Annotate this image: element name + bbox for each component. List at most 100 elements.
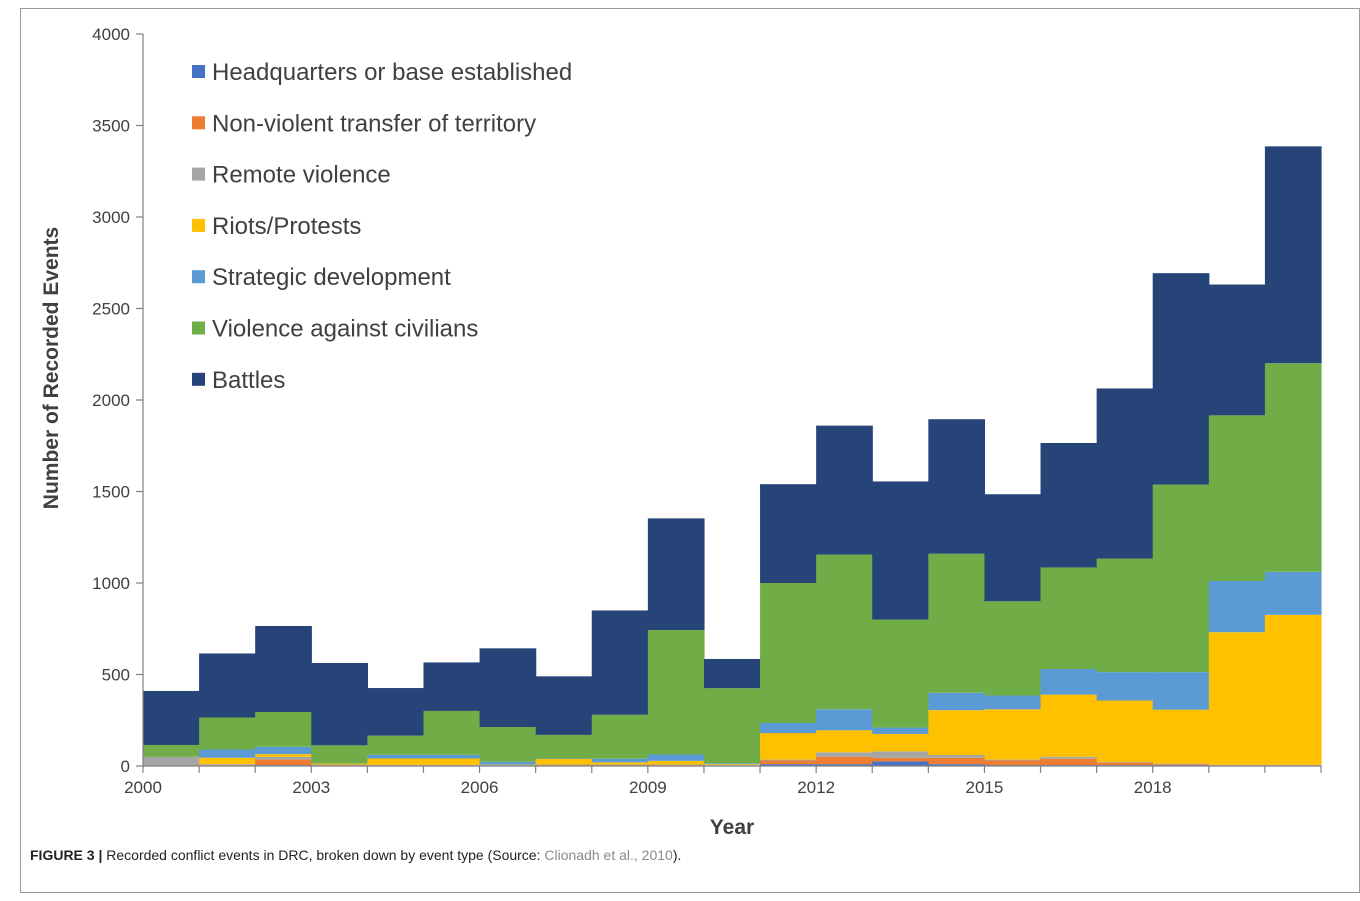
y-tick-label: 3500 [92, 117, 130, 136]
legend-swatch [192, 167, 205, 181]
bar-segment-2005-series-6 [423, 662, 481, 711]
legend-swatch [192, 116, 205, 130]
bar-segment-2017-series-3 [1096, 700, 1154, 762]
bar-segment-2002-series-2 [255, 756, 312, 760]
bar-segment-2004-series-5 [367, 735, 425, 755]
bar-segment-2006-series-4 [479, 761, 537, 765]
y-tick-label: 2500 [92, 300, 130, 319]
bar-segment-2020-series-6 [1264, 146, 1322, 364]
bar-segment-2002-series-4 [255, 746, 312, 755]
x-tick-label: 2018 [1134, 778, 1172, 797]
bar-segment-2012-series-5 [816, 554, 873, 710]
legend: Headquarters or base established Non-viol… [192, 59, 572, 394]
bar-segment-2003-series-6 [311, 662, 368, 746]
bar-segment-2016-series-2 [1040, 756, 1098, 759]
bar-segment-2010-series-6 [703, 658, 761, 689]
bar-segment-2011-series-0 [760, 764, 817, 766]
bar-segment-2013-series-0 [872, 761, 929, 766]
bar-segment-2009-series-4 [647, 754, 705, 761]
bar-segment-2013-series-1 [872, 757, 929, 762]
bar-segment-2014-series-2 [928, 755, 986, 758]
bar-segment-2018-series-2 [1152, 763, 1210, 765]
x-tick-label: 2006 [461, 778, 499, 797]
bar-segment-2017-series-1 [1096, 762, 1154, 766]
legend-swatch [192, 372, 205, 386]
bar-segment-2017-series-5 [1096, 558, 1154, 673]
bar-segment-2006-series-5 [479, 727, 537, 762]
bar-segment-2009-series-2 [647, 764, 705, 766]
bar-segment-2014-series-4 [928, 692, 986, 711]
legend-label: Violence against civilians [212, 316, 478, 343]
bar-segment-2006-series-2 [479, 764, 537, 766]
y-tick-label: 1000 [92, 574, 130, 593]
x-axis-label: Year [710, 816, 754, 839]
bar-segment-2018-series-1 [1152, 764, 1210, 766]
bar-segment-2007-series-3 [535, 759, 593, 765]
bar-segment-2002-series-6 [255, 626, 312, 713]
bar-segment-2002-series-1 [255, 759, 312, 766]
stacked-bar-chart: 0 500 1000 1500 2000 2500 3000 3500 4000 2000 2003… [40, 25, 1322, 839]
bar-segment-2004-series-3 [367, 758, 425, 765]
x-tick-label: 2012 [797, 778, 835, 797]
bar-segment-2015-series-6 [984, 494, 1042, 602]
bar-segment-2005-series-2 [423, 764, 481, 766]
axes-layer: 0 500 1000 1500 2000 2500 3000 3500 4000 2000 2003… [92, 25, 1322, 797]
bar-segment-2016-series-5 [1040, 567, 1098, 670]
bar-segment-2013-series-5 [872, 619, 929, 728]
bar-segment-2015-series-2 [984, 759, 1042, 761]
bar-segment-2001-series-2 [199, 764, 256, 766]
bar-segment-2007-series-6 [535, 676, 593, 735]
legend-label: Non-violent transfer of territory [212, 110, 536, 137]
legend-label: Headquarters or base established [212, 59, 572, 86]
bar-segment-2007-series-5 [535, 734, 593, 759]
bar-segment-2014-series-1 [928, 757, 986, 765]
caption-source-link[interactable]: Clionadh et al., 2010 [544, 847, 673, 863]
bar-segment-2016-series-1 [1040, 758, 1098, 766]
y-tick-label: 0 [121, 757, 130, 776]
bar-segment-2015-series-5 [984, 601, 1042, 696]
bar-segment-2012-series-1 [816, 756, 873, 765]
bar-segment-2018-series-4 [1152, 672, 1210, 710]
legend-label: Battles [212, 367, 285, 394]
bar-segment-2001-series-3 [199, 757, 256, 765]
bar-segment-2010-series-5 [703, 688, 761, 764]
bar-segment-2012-series-4 [816, 709, 873, 731]
bar-segment-2005-series-4 [423, 754, 481, 759]
bar-segment-2008-series-3 [591, 762, 649, 765]
y-axis-label: Number of Recorded Events [40, 227, 63, 509]
bar-segment-2011-series-3 [760, 733, 817, 760]
y-tick-label: 2000 [92, 391, 130, 410]
bar-segment-2017-series-4 [1096, 672, 1154, 701]
legend-label: Strategic development [212, 264, 451, 291]
bar-segment-2003-series-5 [311, 745, 368, 764]
bar-segment-2007-series-2 [535, 764, 593, 766]
caption-end: ). [672, 847, 682, 863]
bar-segment-2001-series-6 [199, 653, 256, 718]
x-tick-label: 2003 [292, 778, 330, 797]
bar-segment-2008-series-4 [591, 758, 649, 763]
bar-segment-2008-series-6 [591, 610, 649, 715]
bar-segment-2018-series-5 [1152, 484, 1210, 673]
bar-segment-2017-series-2 [1096, 761, 1154, 763]
bar-segment-2013-series-4 [872, 727, 929, 734]
bar-segment-2004-series-2 [367, 764, 425, 766]
bar-segment-2016-series-4 [1040, 669, 1098, 695]
bar-segment-2010-series-3 [703, 764, 761, 766]
bar-segment-2009-series-3 [647, 760, 705, 765]
bar-segment-2013-series-3 [872, 733, 929, 752]
x-tick-label: 2009 [629, 778, 667, 797]
bar-segment-2020-series-3 [1264, 614, 1322, 765]
bar-segment-2014-series-6 [928, 419, 986, 554]
bar-segment-2011-series-4 [760, 723, 817, 734]
legend-swatch [192, 65, 205, 78]
bar-segment-2008-series-5 [591, 714, 649, 759]
bar-segment-2012-series-0 [816, 764, 873, 766]
bar-segment-2002-series-5 [255, 712, 312, 747]
bar-segment-2006-series-6 [479, 648, 537, 728]
bar-segment-2002-series-3 [255, 754, 312, 757]
bar-segment-2005-series-3 [423, 758, 481, 765]
bar-segment-2012-series-2 [816, 752, 873, 757]
bar-segment-2012-series-6 [816, 425, 873, 555]
bar-segment-2014-series-0 [928, 764, 986, 766]
bar-segment-2009-series-5 [647, 630, 705, 755]
